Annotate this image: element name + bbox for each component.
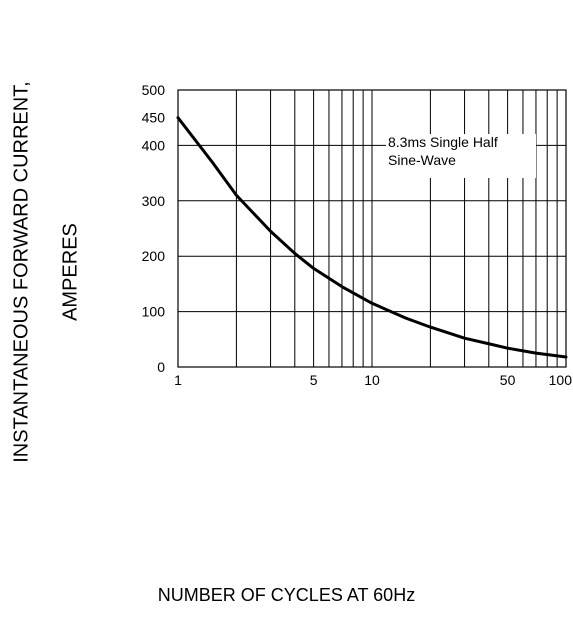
y-tick-label: 0 bbox=[157, 359, 165, 375]
y-tick-label: 500 bbox=[142, 82, 166, 98]
annotation-line: 8.3ms Single Half bbox=[388, 134, 498, 150]
tick-labels: 0 100 200 300 400 450 500 1 5 10 50 100 bbox=[142, 82, 573, 388]
plot-border bbox=[177, 89, 567, 368]
plot-frame bbox=[177, 89, 567, 368]
x-tick-label: 10 bbox=[364, 372, 380, 388]
y-axis-label-line-2: AMPERES bbox=[59, 223, 82, 321]
y-tick-label: 450 bbox=[142, 110, 166, 126]
x-tick-label: 100 bbox=[549, 372, 573, 388]
y-tick-label: 100 bbox=[142, 304, 166, 320]
series-line bbox=[176, 116, 568, 359]
annotation: 8.3ms Single Half Sine-Wave bbox=[386, 134, 536, 178]
y-tick-label: 200 bbox=[142, 248, 166, 264]
x-tick-label: 1 bbox=[174, 372, 182, 388]
x-tick-label: 5 bbox=[310, 372, 318, 388]
annotation-background bbox=[386, 134, 536, 178]
x-tick-label: 50 bbox=[500, 372, 516, 388]
annotation-line: Sine-Wave bbox=[388, 152, 456, 168]
x-axis-label: NUMBER OF CYCLES AT 60Hz bbox=[157, 585, 416, 605]
y-tick-label: 300 bbox=[142, 193, 166, 209]
y-axis-label-line-1: INSTANTANEOUS FORWARD CURRENT, bbox=[10, 81, 33, 463]
series-layer bbox=[176, 116, 568, 359]
y-tick-label: 400 bbox=[142, 137, 166, 153]
grid bbox=[178, 90, 566, 367]
